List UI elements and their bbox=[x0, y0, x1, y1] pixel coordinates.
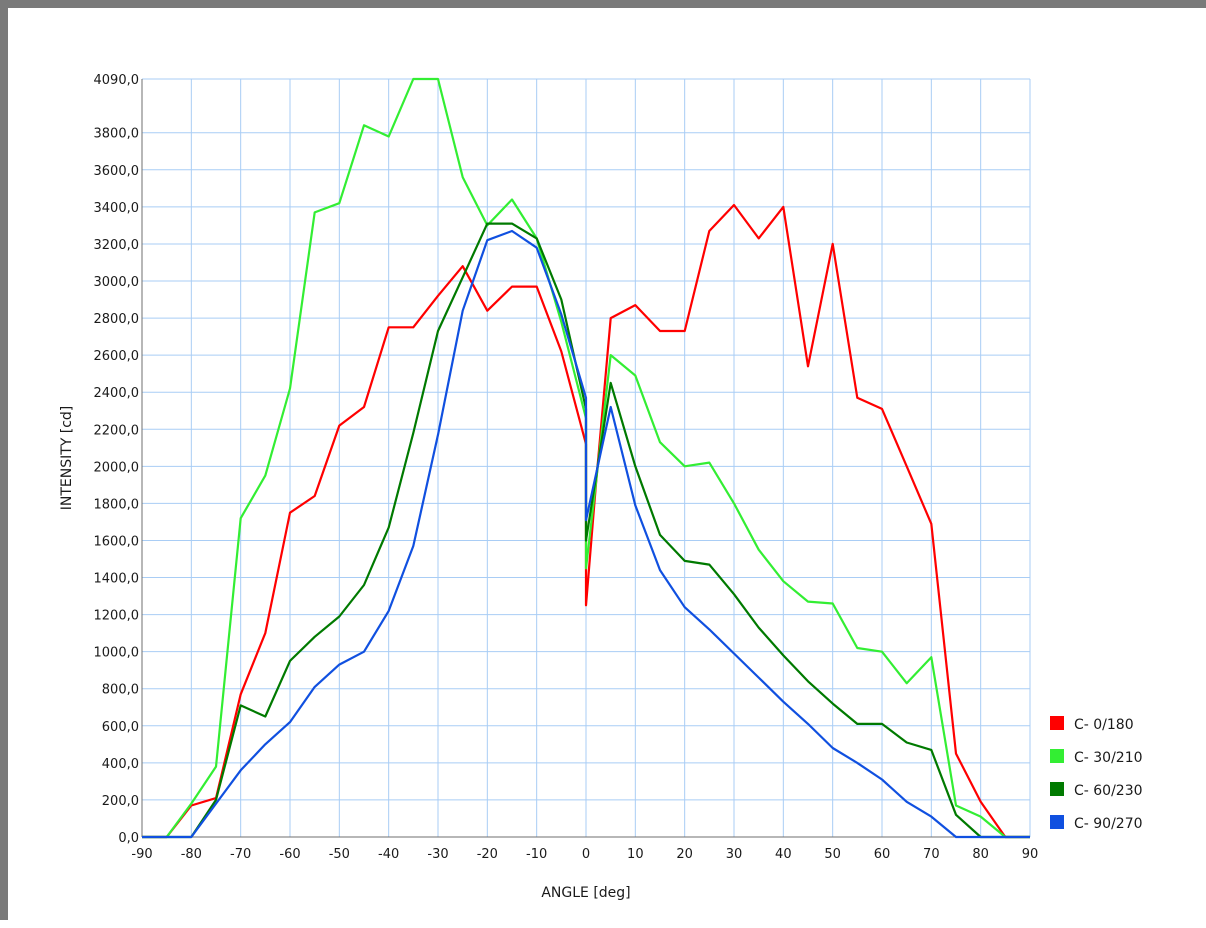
y-tick-label: 3800,0 bbox=[94, 127, 140, 142]
y-tick-label: 800,0 bbox=[102, 683, 139, 698]
y-tick-label: 1800,0 bbox=[94, 497, 140, 512]
y-tick-label: 2000,0 bbox=[94, 460, 140, 475]
x-tick-label: -70 bbox=[230, 847, 251, 862]
legend: C- 0/180 C- 30/210 C- 60/230 C- 90/270 bbox=[1050, 716, 1143, 832]
y-tick-label: 4090,0 bbox=[94, 73, 140, 88]
x-tick-label: 60 bbox=[874, 847, 891, 862]
y-tick-label: 3400,0 bbox=[94, 201, 140, 216]
legend-swatch bbox=[1050, 716, 1064, 730]
legend-label: C- 90/270 bbox=[1074, 816, 1143, 832]
legend-swatch bbox=[1050, 749, 1064, 763]
x-tick-label: 70 bbox=[923, 847, 940, 862]
x-tick-label: 50 bbox=[824, 847, 841, 862]
x-tick-label: 10 bbox=[627, 847, 644, 862]
y-axis-title: INTENSITY [cd] bbox=[59, 406, 75, 511]
x-axis-title: ANGLE [deg] bbox=[541, 885, 630, 901]
x-tick-label: -60 bbox=[279, 847, 300, 862]
x-tick-label: -40 bbox=[378, 847, 399, 862]
y-tick-label: 3200,0 bbox=[94, 238, 140, 253]
y-tick-label: 400,0 bbox=[102, 757, 139, 772]
y-tick-label: 2800,0 bbox=[94, 312, 140, 327]
y-tick-label: 1600,0 bbox=[94, 534, 140, 549]
x-tick-label: -20 bbox=[477, 847, 498, 862]
y-tick-label: 3000,0 bbox=[94, 275, 140, 290]
x-tick-label: -10 bbox=[526, 847, 547, 862]
axes: -90 -80 -70 -60 -50 -40 -30 -20 -10 0 10 20 30 40 50 60… bbox=[59, 73, 1038, 901]
x-tick-label: -80 bbox=[181, 847, 202, 862]
legend-label: C- 0/180 bbox=[1074, 717, 1134, 733]
x-tick-label: -30 bbox=[427, 847, 448, 862]
x-tick-label: 0 bbox=[582, 847, 590, 862]
x-tick-label: -50 bbox=[329, 847, 350, 862]
y-tick-label: 3600,0 bbox=[94, 164, 140, 179]
intensity-chart: -90 -80 -70 -60 -50 -40 -30 -20 -10 0 10 20 30 40 50 60… bbox=[59, 73, 1143, 901]
y-tick-label: 1000,0 bbox=[94, 646, 140, 661]
x-tick-label: 20 bbox=[676, 847, 693, 862]
y-tick-label: 600,0 bbox=[102, 720, 139, 735]
series-line-c-90-270 bbox=[142, 229, 1030, 839]
y-tick-label: 200,0 bbox=[102, 794, 139, 809]
y-tick-label: 2200,0 bbox=[94, 423, 140, 438]
x-tick-label: -90 bbox=[131, 847, 152, 862]
y-tick-label: 2400,0 bbox=[94, 386, 140, 401]
x-tick-label: 40 bbox=[775, 847, 792, 862]
legend-swatch bbox=[1050, 815, 1064, 829]
y-tick-label: 1400,0 bbox=[94, 572, 140, 587]
series-lines bbox=[142, 77, 1030, 839]
x-tick-label: 80 bbox=[972, 847, 989, 862]
series-line-c-0-180 bbox=[142, 203, 1030, 839]
legend-label: C- 30/210 bbox=[1074, 750, 1143, 766]
x-tick-label: 30 bbox=[726, 847, 743, 862]
legend-swatch bbox=[1050, 782, 1064, 796]
y-tick-label: 2600,0 bbox=[94, 349, 140, 364]
x-tick-label: 90 bbox=[1022, 847, 1039, 862]
y-tick-label: 0,0 bbox=[118, 831, 139, 846]
y-tick-label: 1200,0 bbox=[94, 609, 140, 624]
legend-label: C- 60/230 bbox=[1074, 783, 1143, 799]
